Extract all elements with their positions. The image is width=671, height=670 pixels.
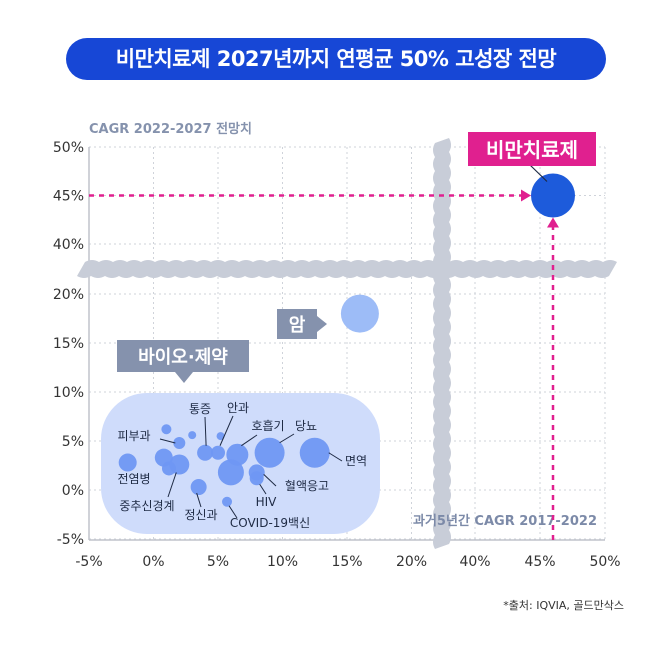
bubble-label: 전염병 [117, 472, 150, 486]
bubble-label: 정신과 [184, 508, 217, 522]
bubble-cancer [340, 294, 379, 333]
y-tick-label: 45% [53, 189, 84, 205]
y-tick-label: -5% [57, 532, 84, 548]
y-tick-label: 0% [62, 483, 84, 499]
bio-pharma-label: 바이오·제약 [138, 346, 228, 368]
obesity-callout-line [529, 164, 548, 182]
cancer-label: 암 [289, 315, 306, 336]
source-note: *출처: IQVIA, 골드만삭스 [503, 599, 624, 612]
y-tick-label: 40% [53, 237, 84, 253]
bubble-label: COVID-19백신 [230, 516, 310, 530]
bubble-label: 호흡기 [251, 419, 284, 433]
x-tick-label: 0% [142, 554, 164, 570]
x-tick-label: 40% [459, 554, 490, 570]
bubble-label: 면역 [345, 454, 367, 468]
obesity-label-box [468, 132, 596, 166]
obesity-label: 비만치료제 [486, 138, 578, 162]
x-tick-label: 15% [331, 554, 362, 570]
bubble-bio-unlabeled [217, 459, 244, 486]
x-tick-label: 20% [396, 554, 427, 570]
bubble-label: 중추신경계 [119, 499, 174, 513]
bubble-bio-unlabeled [161, 424, 172, 435]
cancer-label-box [277, 309, 317, 339]
bubble-callout-line [263, 473, 277, 487]
bubble-callout-line [241, 434, 258, 447]
bubble-callout-line [196, 492, 202, 508]
chart-title: 비만치료제 2027년까지 연평균 50% 고성장 전망 [66, 38, 606, 80]
bubble-bio [299, 437, 330, 468]
bubble-label: 피부과 [117, 429, 150, 443]
bubble-bio [190, 479, 207, 496]
x-tick-label: -5% [75, 554, 102, 570]
x-tick-label: 50% [589, 554, 620, 570]
bubble-callout-line [259, 483, 267, 495]
bubble-bio [118, 453, 137, 472]
bubble-bio [222, 496, 233, 507]
bubble-callout-line [228, 505, 238, 519]
bio-pharma-label-box [117, 340, 249, 372]
bubble-bio [197, 444, 214, 461]
bubble-obesity-drug [531, 173, 575, 218]
bubble-label: 통증 [189, 402, 211, 416]
bubble-callout-line [279, 433, 295, 444]
x-tick-label: 10% [267, 554, 298, 570]
bubble-callout-line [328, 452, 343, 462]
y-tick-label: 20% [53, 287, 84, 303]
x-tick-label: 5% [207, 554, 229, 570]
bubble-bio-unlabeled [188, 431, 197, 440]
y-tick-label: 15% [53, 336, 84, 352]
bubble-bio [254, 437, 285, 468]
x-tick-label: 45% [524, 554, 555, 570]
bubble-bio [173, 436, 186, 449]
y-tick-label: 10% [53, 385, 84, 401]
obesity-guide-arrowhead [547, 217, 559, 228]
bubble-label: 당뇨 [295, 419, 317, 433]
y-axis-break-band [77, 260, 617, 278]
x-axis-break-band [433, 138, 451, 549]
bubble-label: 혈액응고 [285, 479, 329, 493]
bubble-label: HIV [256, 495, 278, 509]
obesity-guide-arrowhead [521, 189, 531, 202]
bubble-callout-line [204, 416, 207, 446]
bubble-label: 안과 [227, 401, 249, 415]
bubble-bio [248, 464, 265, 481]
y-tick-label: 5% [62, 434, 84, 450]
bubble-bio-unlabeled [161, 461, 176, 476]
bubble-callout-line [159, 438, 176, 444]
bubble-callout-line [167, 472, 177, 498]
y-tick-label: 50% [53, 140, 84, 156]
bubble-callout-line [219, 415, 234, 446]
cancer-label-pointer [317, 316, 327, 332]
x-axis-title: 과거5년간 CAGR 2017-2022 [413, 513, 597, 529]
bubble-bio-unlabeled [216, 432, 225, 441]
bubble-bio [211, 445, 225, 460]
bio-pharma-label-pointer [175, 372, 193, 383]
y-axis-title: CAGR 2022-2027 전망치 [89, 121, 252, 137]
